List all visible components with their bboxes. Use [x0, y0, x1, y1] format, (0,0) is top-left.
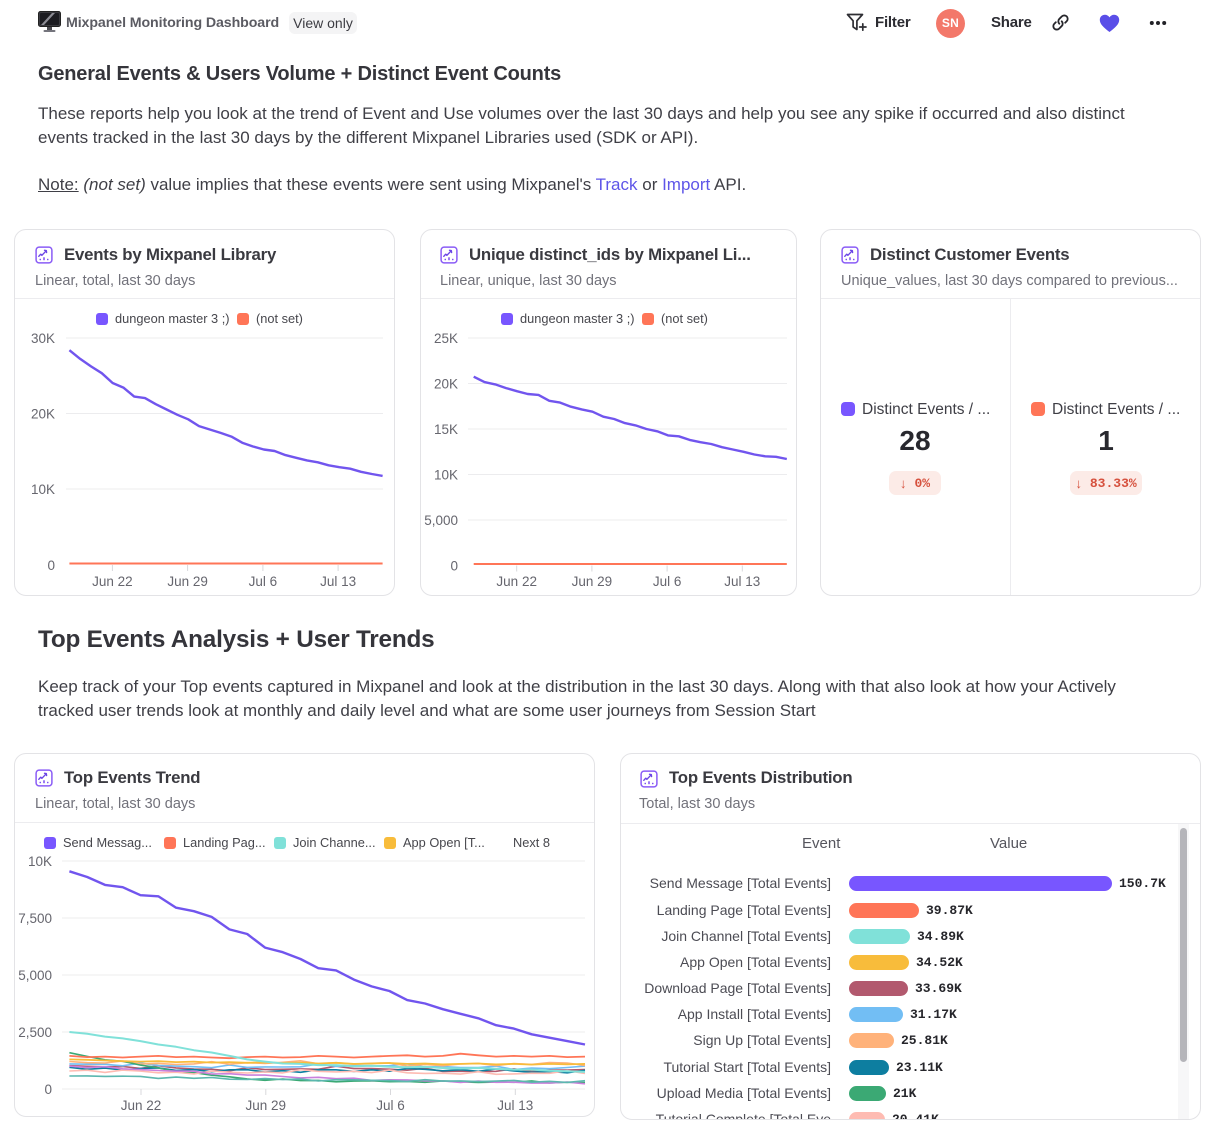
svg-text:10K: 10K: [28, 854, 52, 869]
svg-text:Jul 13: Jul 13: [724, 574, 760, 589]
svg-text:Jul 6: Jul 6: [249, 574, 278, 589]
svg-text:Jun 29: Jun 29: [572, 574, 613, 589]
svg-text:20K: 20K: [31, 407, 55, 422]
svg-text:25K: 25K: [434, 331, 458, 346]
svg-text:10K: 10K: [434, 468, 458, 483]
svg-text:0: 0: [44, 1082, 52, 1097]
svg-text:Jul 6: Jul 6: [376, 1098, 405, 1113]
svg-text:5,000: 5,000: [424, 513, 458, 528]
svg-text:Jun 29: Jun 29: [167, 574, 208, 589]
svg-text:Jul 13: Jul 13: [497, 1098, 533, 1113]
svg-text:10K: 10K: [31, 482, 55, 497]
svg-text:7,500: 7,500: [18, 911, 52, 926]
svg-text:Jul 13: Jul 13: [320, 574, 356, 589]
svg-text:Jun 22: Jun 22: [496, 574, 537, 589]
svg-text:20K: 20K: [434, 377, 458, 392]
svg-text:Jun 22: Jun 22: [92, 574, 133, 589]
svg-text:Jul 6: Jul 6: [653, 574, 682, 589]
svg-text:15K: 15K: [434, 422, 458, 437]
svg-text:2,500: 2,500: [18, 1025, 52, 1040]
svg-text:30K: 30K: [31, 331, 55, 346]
svg-text:Jun 29: Jun 29: [246, 1098, 287, 1113]
svg-text:Jun 22: Jun 22: [121, 1098, 162, 1113]
svg-text:5,000: 5,000: [18, 968, 52, 983]
svg-text:0: 0: [450, 559, 458, 574]
svg-text:0: 0: [47, 558, 55, 573]
